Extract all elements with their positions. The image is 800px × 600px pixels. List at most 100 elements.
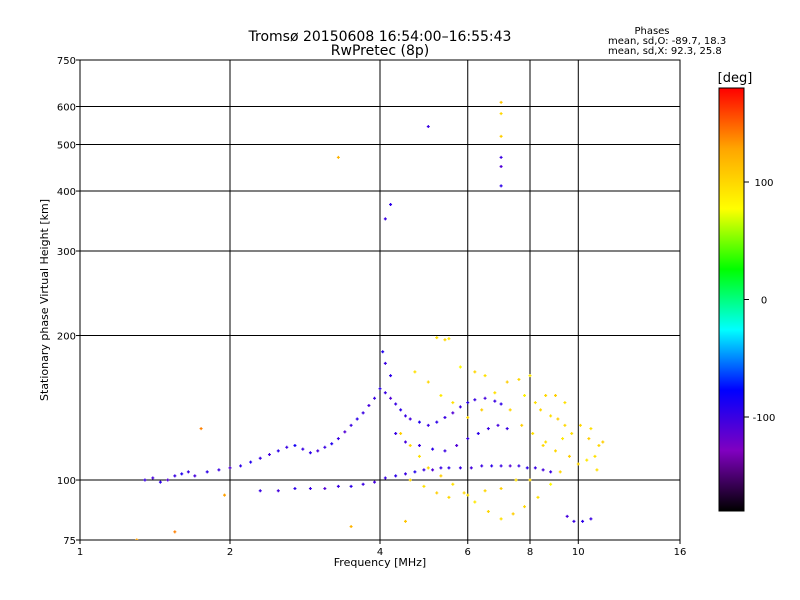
y-axis-label: Stationary phase Virtual Height [km]	[38, 199, 51, 401]
data-point-o	[301, 447, 305, 451]
data-point-o	[549, 470, 553, 474]
data-point-x	[473, 370, 477, 374]
data-point-o	[166, 478, 170, 482]
x-tick-label: 1	[77, 547, 83, 558]
phases-line-x: mean, sd,X: 92.3, 25.8	[608, 46, 722, 57]
data-point-x	[451, 482, 455, 486]
data-point-x	[413, 370, 417, 374]
data-point-x	[561, 437, 565, 441]
data-point-o	[258, 489, 262, 493]
data-point-o	[431, 447, 435, 451]
data-point-x	[493, 391, 497, 395]
data-point-o	[394, 402, 398, 406]
data-point-x	[483, 374, 487, 378]
data-point-x	[486, 509, 490, 513]
data-point-o	[308, 487, 312, 491]
data-point-x	[541, 444, 545, 448]
data-point-o	[378, 387, 382, 391]
data-point-x	[508, 408, 512, 412]
x-tick-label: 2	[227, 547, 233, 558]
y-tick-label: 300	[57, 247, 76, 258]
data-point-o	[308, 451, 312, 455]
data-point-o	[323, 445, 327, 449]
data-point-o	[466, 437, 470, 441]
y-tick-labels: 75 100 200 300 400 500 600 750	[57, 56, 76, 547]
data-point-o	[323, 487, 327, 491]
data-point-o	[408, 417, 412, 421]
data-point-x	[523, 505, 527, 509]
data-point-x	[447, 495, 451, 499]
data-point-x	[595, 468, 599, 472]
x-tick-label: 4	[377, 547, 383, 558]
data-point-x	[499, 134, 503, 138]
data-point-o	[343, 430, 347, 434]
data-point-o	[490, 464, 494, 468]
data-point-x	[531, 432, 535, 436]
data-point-o	[533, 466, 537, 470]
data-point-o	[258, 456, 262, 460]
data-point-o	[403, 472, 407, 476]
chart-title-line2: RwPretec (8p)	[331, 43, 429, 59]
data-point-x	[553, 449, 557, 453]
data-point-o	[293, 487, 297, 491]
colorbar-tick-label: 100	[754, 178, 773, 189]
data-point-o	[158, 480, 162, 484]
data-point-o	[422, 468, 426, 472]
data-point-o	[389, 374, 393, 378]
data-point-o	[336, 484, 340, 488]
data-point-x	[199, 427, 203, 431]
data-point-o	[276, 489, 280, 493]
data-point-o	[193, 474, 197, 478]
data-point-x	[585, 458, 589, 462]
y-tick-label: 600	[57, 103, 76, 114]
data-point-o	[239, 464, 243, 468]
data-point-o	[508, 464, 512, 468]
data-point-o	[541, 468, 545, 472]
data-point-o	[431, 468, 435, 472]
x-tick-label: 16	[674, 547, 687, 558]
data-point-o	[455, 444, 459, 448]
data-point-x	[578, 423, 582, 427]
data-point-o	[458, 405, 462, 409]
data-point-x	[593, 454, 597, 458]
data-point-x	[576, 462, 580, 466]
data-point-x	[499, 517, 503, 521]
data-point-o	[217, 468, 221, 472]
data-point-o	[469, 466, 473, 470]
data-point-o	[267, 453, 271, 457]
data-point-o	[373, 480, 377, 484]
y-tick-label: 200	[57, 332, 76, 343]
colorbar-tick-label: 0	[761, 296, 767, 307]
data-point-x	[499, 487, 503, 491]
data-point-x	[426, 380, 430, 384]
data-point-x	[443, 338, 447, 342]
data-point-o	[180, 472, 184, 476]
data-point-o	[499, 155, 503, 159]
x-tick-label: 8	[527, 547, 533, 558]
data-point-x	[601, 440, 605, 444]
data-point-x	[483, 489, 487, 493]
data-point-x	[528, 374, 532, 378]
data-point-x	[447, 337, 451, 341]
data-point-x	[563, 423, 567, 427]
data-point-x	[549, 482, 553, 486]
data-point-o	[413, 470, 417, 474]
data-point-x	[539, 408, 543, 412]
phases-line-o: mean, sd,O: -89.7, 18.3	[608, 36, 726, 47]
data-point-o	[316, 449, 320, 453]
data-point-x	[570, 432, 574, 436]
data-point-x	[536, 495, 540, 499]
data-point-x	[567, 454, 571, 458]
data-point-x	[439, 474, 443, 478]
data-point-x	[511, 512, 515, 516]
data-point-x	[533, 401, 537, 405]
data-point-o	[499, 164, 503, 168]
data-point-x	[435, 491, 439, 495]
data-point-o	[373, 396, 377, 400]
data-point-o	[205, 470, 209, 474]
data-point-x	[499, 100, 503, 104]
data-point-o	[499, 464, 503, 468]
data-point-x	[458, 365, 462, 369]
data-point-x	[514, 478, 518, 482]
data-point-x	[587, 437, 591, 441]
